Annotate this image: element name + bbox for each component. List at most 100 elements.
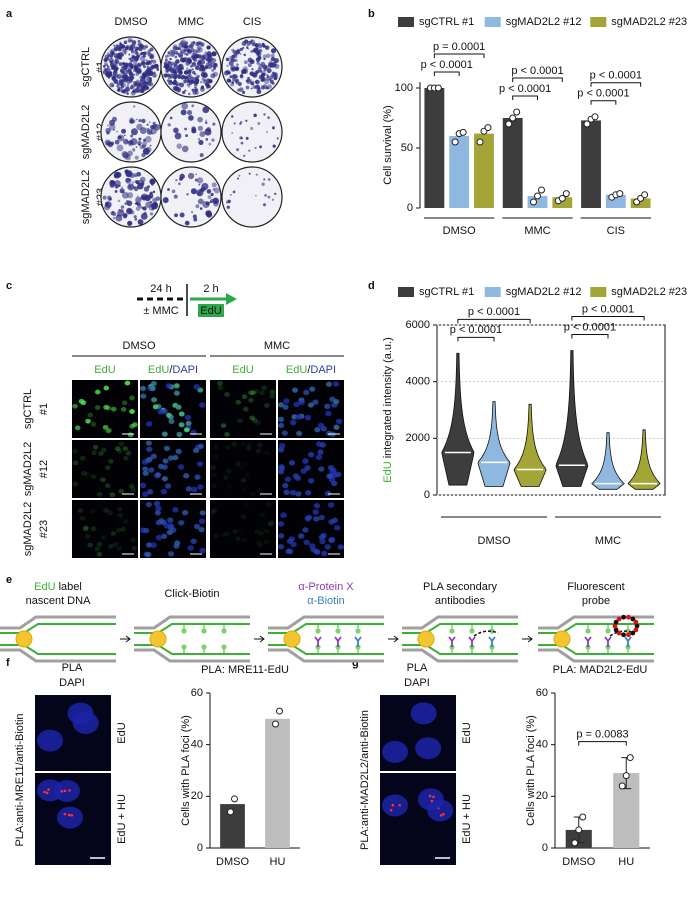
- nucleus: [327, 502, 335, 508]
- edu-signal: [114, 446, 121, 452]
- nucleus: [142, 470, 149, 477]
- colony: [239, 122, 242, 125]
- colony: [243, 53, 246, 57]
- edu-signal: [128, 483, 135, 489]
- colony: [254, 47, 259, 51]
- legend-swatch: [398, 287, 414, 297]
- colony: [192, 214, 197, 219]
- colony: [213, 187, 220, 194]
- x-tick-label: DMSO: [443, 225, 476, 237]
- edu-signal: [304, 540, 310, 545]
- colony: [143, 59, 146, 62]
- colony: [148, 121, 151, 124]
- edu-signal: [269, 519, 276, 525]
- edu-signal: [241, 488, 247, 493]
- colony: [111, 75, 116, 80]
- p-value: p < 0.0001: [499, 83, 551, 95]
- colony: [128, 185, 132, 189]
- colony: [186, 83, 189, 86]
- nucleus: [141, 466, 149, 472]
- edu-signal: [235, 399, 242, 405]
- colony: [180, 109, 187, 116]
- significance-bracket: [590, 100, 617, 105]
- replicate-point: [272, 720, 279, 728]
- colony: [196, 191, 202, 196]
- colony: [165, 66, 169, 70]
- edu-signal: [243, 407, 249, 413]
- edu-signal: [178, 520, 185, 526]
- colony: [146, 70, 151, 76]
- replicate-point: [227, 808, 234, 816]
- colony: [264, 194, 267, 197]
- colony: [138, 143, 141, 146]
- colony: [197, 116, 203, 123]
- nucleus: [324, 544, 331, 550]
- edu-signal: [122, 446, 129, 452]
- colony: [250, 87, 253, 90]
- edu-signal: [282, 483, 289, 488]
- colony: [173, 65, 178, 70]
- colony: [263, 57, 266, 61]
- edu-signal: [183, 473, 189, 479]
- edu-signal: [324, 403, 331, 409]
- biotin: [221, 644, 227, 650]
- colony: [198, 183, 201, 186]
- panel-letter: f: [6, 657, 10, 669]
- edu-signal: [252, 418, 258, 423]
- edu-signal: [94, 546, 100, 552]
- edu-signal: [243, 502, 250, 508]
- nucleus: [303, 389, 310, 396]
- colony: [137, 63, 141, 66]
- colony: [127, 150, 133, 157]
- edu-signal: [242, 406, 249, 412]
- colony: [117, 86, 121, 90]
- row-label: #12: [38, 460, 50, 478]
- nucleus: [312, 399, 319, 405]
- edu-signal: [269, 393, 276, 399]
- colony: [260, 85, 266, 90]
- edu-signal: [130, 537, 137, 543]
- colony: [103, 67, 108, 72]
- edu-signal: [81, 470, 87, 476]
- edu-signal: [267, 521, 274, 527]
- edu-signal: [100, 477, 106, 483]
- colony: [104, 54, 110, 60]
- replicate-point: [622, 772, 630, 780]
- nucleus: [293, 401, 300, 408]
- colony: [186, 67, 189, 70]
- edu-signal: [235, 461, 242, 467]
- edu-signal: [146, 542, 153, 548]
- edu-signal: [175, 449, 182, 454]
- row-label: sgMAD2L2: [80, 170, 92, 224]
- colony: [105, 63, 108, 67]
- nucleus: [150, 397, 158, 403]
- colony: [259, 145, 262, 149]
- colony: [164, 59, 168, 63]
- edu-signal: [104, 483, 111, 489]
- nucleus: [325, 430, 333, 437]
- edu-signal: [162, 458, 169, 464]
- colony: [174, 55, 178, 59]
- edu-signal: [120, 526, 127, 532]
- probe: [633, 627, 639, 633]
- bar: [581, 120, 601, 208]
- biotin: [605, 628, 611, 634]
- colony: [236, 148, 240, 152]
- colony: [162, 197, 169, 204]
- edu-signal: [105, 428, 111, 434]
- edu-signal: [110, 406, 117, 412]
- colony: [120, 208, 124, 213]
- colony: [124, 86, 130, 92]
- colony: [267, 195, 271, 199]
- colony: [112, 212, 117, 217]
- colony: [112, 62, 118, 68]
- colony: [134, 180, 137, 183]
- nucleus: [194, 474, 201, 480]
- colony: [118, 208, 121, 211]
- replicate-point: [616, 190, 624, 198]
- edu-signal: [259, 512, 266, 518]
- p-value: p < 0.0001: [511, 65, 563, 77]
- edu-signal: [79, 515, 86, 521]
- edu-signal: [74, 425, 81, 431]
- replisome: [283, 630, 301, 648]
